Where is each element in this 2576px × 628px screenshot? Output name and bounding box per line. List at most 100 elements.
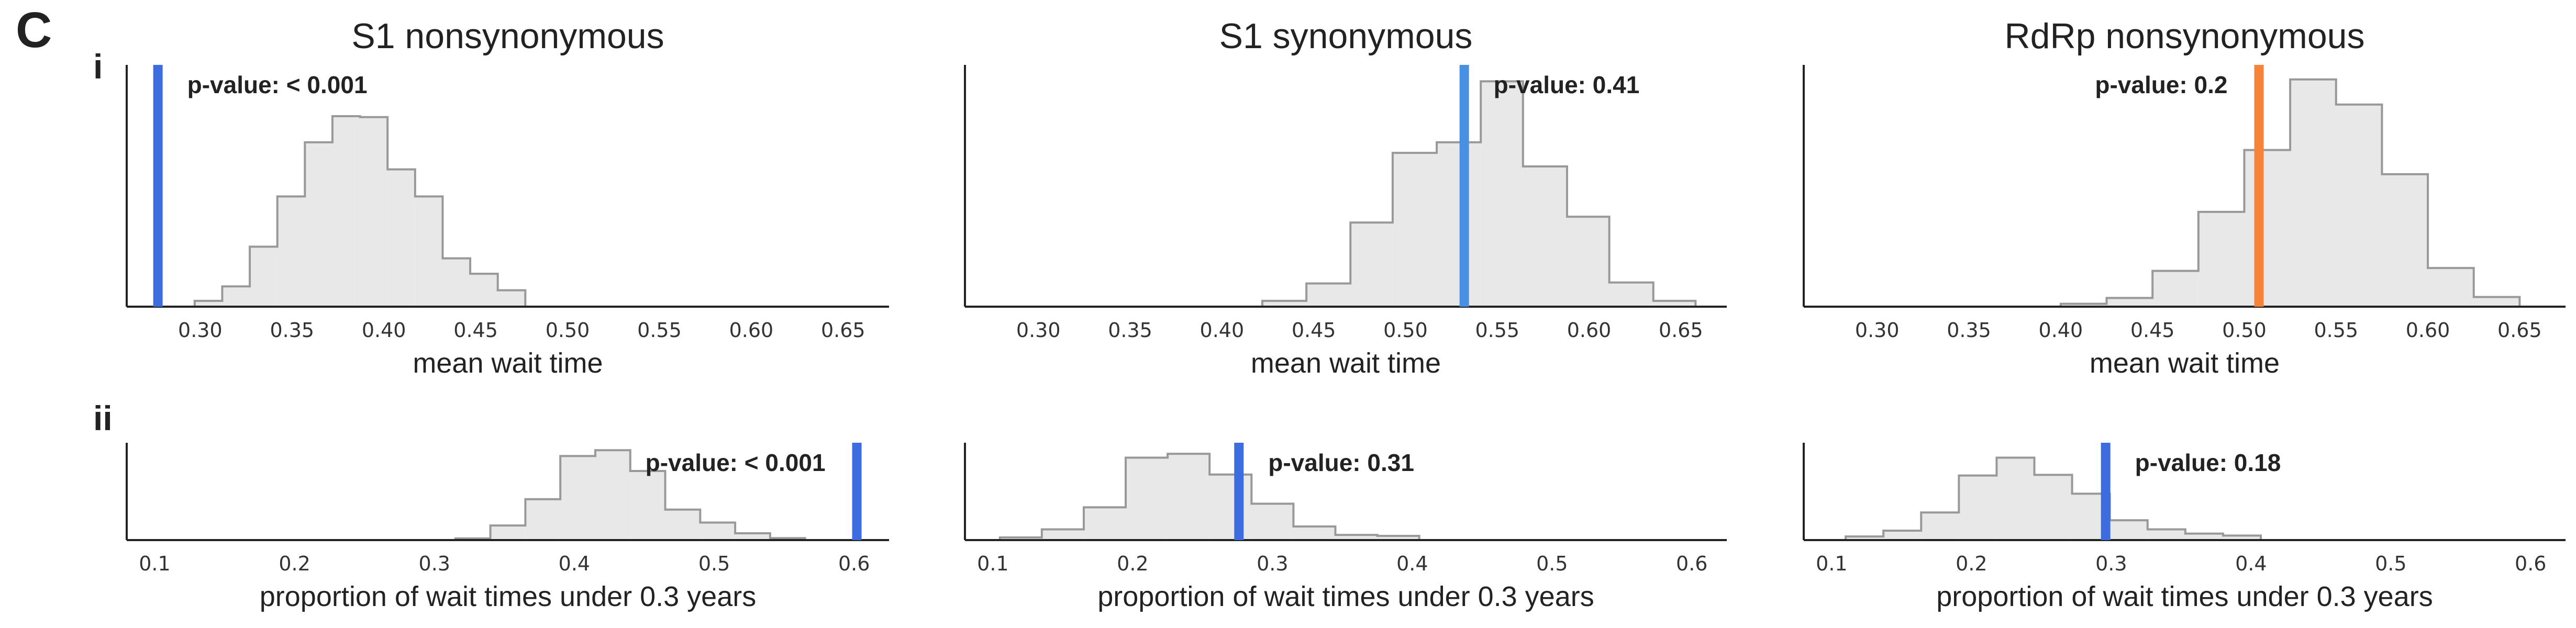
histogram-bar [194, 300, 223, 307]
histogram-bar [1996, 457, 2035, 540]
histogram-bar [1000, 537, 1042, 540]
x-axis-label: mean wait time [413, 347, 603, 379]
histogram-bar [2428, 268, 2474, 307]
x-tick-label: 0.40 [1200, 319, 1245, 342]
histogram-bar [2473, 297, 2520, 307]
histogram-bar [470, 274, 498, 307]
chart-ii-1: p-value: < 0.001 0.1 0.2 0.3 0.4 0.5 0.6 propor… [126, 443, 889, 612]
chart-i-2: S1 synonymous p-value: 0.41 0.30 0.35 0.40 0.… [964, 16, 1727, 379]
p-value-label: p-value: 0.31 [1268, 449, 1414, 476]
histogram-bar [360, 117, 388, 307]
x-tick-label: 0.2 [279, 552, 310, 575]
histogram-bar [525, 499, 561, 540]
histogram-bar [1609, 282, 1653, 307]
histogram-bar [1481, 81, 1523, 307]
charts-container: S1 nonsynonymous p-value: < 0.001 0.30 0.35… [126, 16, 2566, 612]
x-tick-label: 0.1 [977, 552, 1008, 575]
histogram-bar [1335, 535, 1378, 540]
x-tick-label: 0.50 [2222, 319, 2267, 342]
histogram-bar [2185, 533, 2223, 540]
histogram-bar [735, 533, 770, 540]
x-axis-label: proportion of wait times under 0.3 years [1936, 581, 2433, 612]
histogram-bar [250, 246, 277, 307]
histogram-bar [1883, 531, 1922, 540]
x-tick-label: 0.30 [178, 319, 223, 342]
x-tick-label: 0.50 [1383, 319, 1428, 342]
histogram-bar [2060, 304, 2107, 307]
x-tick-label: 0.65 [821, 319, 865, 342]
histogram-bar [2152, 271, 2199, 307]
histogram-outline [1845, 456, 2262, 540]
x-tick-label: 0.55 [637, 319, 682, 342]
histogram-bar [595, 450, 630, 540]
histogram-bar [1209, 474, 1252, 540]
x-tick-label: 0.40 [362, 319, 406, 342]
x-tick-label: 0.40 [2039, 319, 2083, 342]
x-tick-label: 0.30 [1855, 319, 1900, 342]
panel-letter: C [16, 2, 52, 58]
histogram-bar [2109, 520, 2148, 540]
x-tick-label: 0.35 [270, 319, 314, 342]
histogram-bar [1846, 536, 1884, 540]
histogram-bar [2034, 475, 2072, 540]
row-label-i: i [93, 47, 103, 86]
x-tick-label: 0.55 [2314, 319, 2358, 342]
histogram-bar [1350, 222, 1393, 307]
histogram-bar [560, 456, 595, 540]
histogram-bar [1959, 475, 1997, 540]
x-tick-label: 0.5 [698, 552, 730, 575]
histogram-bar [1126, 457, 1168, 540]
p-value-label: p-value: 0.41 [1494, 71, 1640, 98]
histogram-bar [2290, 79, 2336, 307]
histogram-bar [1437, 142, 1481, 307]
p-value-label: p-value: < 0.001 [646, 449, 826, 476]
x-tick-label: 0.60 [729, 319, 774, 342]
row-label-ii: ii [93, 399, 113, 438]
x-tick-label: 0.60 [2406, 319, 2450, 342]
histogram-bar [1567, 217, 1609, 307]
chart-i-3: RdRp nonsynonymous p-value: 0.2 0.30 0.35 0.… [1803, 16, 2566, 379]
x-tick-label: 0.50 [546, 319, 590, 342]
histogram-bar [2382, 174, 2428, 307]
x-tick-label: 0.2 [1956, 552, 1987, 575]
histogram-bar [2147, 529, 2185, 540]
p-value-label: p-value: 0.2 [2095, 71, 2227, 98]
x-tick-label: 0.45 [2130, 319, 2175, 342]
histogram-bar [415, 196, 443, 307]
chart-i-1: S1 nonsynonymous p-value: < 0.001 0.30 0.35… [126, 16, 889, 379]
histogram-bar [1377, 535, 1419, 540]
x-tick-label: 0.45 [453, 319, 498, 342]
histogram-bar [2244, 150, 2291, 307]
histogram-bar [630, 470, 665, 540]
x-tick-label: 0.65 [1659, 319, 1703, 342]
x-tick-label: 0.4 [1396, 552, 1428, 575]
histogram-outline [998, 453, 1420, 540]
x-axis-label: proportion of wait times under 0.3 years [260, 581, 756, 612]
chart-title: RdRp nonsynonymous [2005, 16, 2365, 56]
histogram-bar [305, 142, 332, 307]
histogram-bar [497, 290, 526, 307]
histogram-bar [1262, 300, 1307, 307]
histogram-outline [1261, 80, 1697, 307]
histogram-bar [332, 116, 360, 307]
histogram-bar [1168, 454, 1210, 540]
chart-title: S1 nonsynonymous [351, 16, 664, 56]
x-tick-label: 0.60 [1567, 319, 1612, 342]
x-tick-label: 0.45 [1292, 319, 1336, 342]
x-tick-label: 0.35 [1108, 319, 1152, 342]
histogram-outline [2059, 78, 2521, 307]
x-tick-label: 0.6 [1676, 552, 1707, 575]
histogram-outline [454, 449, 806, 540]
histogram-outline [193, 115, 527, 307]
histogram-bar [1523, 166, 1567, 307]
histogram-bar [2336, 104, 2382, 307]
x-tick-label: 0.55 [1475, 319, 1519, 342]
x-tick-label: 0.3 [2095, 552, 2127, 575]
histogram-bar [1293, 526, 1336, 540]
histogram-bar [1392, 153, 1437, 307]
x-tick-label: 0.6 [2515, 552, 2546, 575]
histogram-bar [442, 258, 471, 307]
p-value-label: p-value: 0.18 [2135, 449, 2281, 476]
histogram-bar [277, 196, 305, 307]
histogram-bar [700, 522, 736, 540]
